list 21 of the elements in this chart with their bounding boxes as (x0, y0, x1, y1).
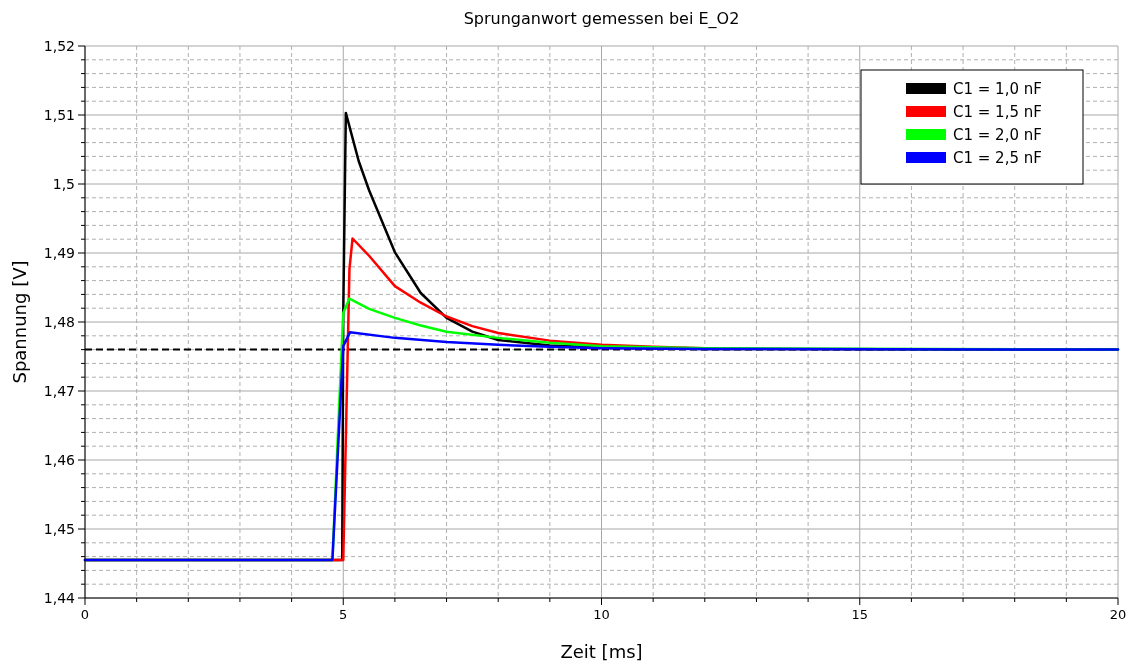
x-tick-label: 5 (339, 607, 348, 622)
legend-label: C1 = 1,0 nF (953, 80, 1042, 98)
x-axis-title: Zeit [ms] (560, 641, 643, 662)
legend-label: C1 = 2,0 nF (953, 126, 1042, 144)
y-tick-label: 1,44 (43, 590, 76, 606)
y-tick-label: 1,46 (43, 452, 76, 468)
y-tick-label: 1,5 (52, 176, 75, 192)
y-tick-label: 1,52 (43, 38, 75, 54)
y-tick-label: 1,45 (43, 521, 75, 537)
x-tick-label: 0 (80, 607, 90, 622)
chart-title: Sprunganwort gemessen bei E_O2 (463, 9, 740, 29)
legend-label: C1 = 2,5 nF (953, 149, 1042, 167)
x-tick-label: 15 (851, 607, 869, 622)
y-axis-title: Spannung [V] (9, 260, 30, 384)
y-tick-label: 1,49 (43, 245, 75, 261)
x-tick-label: 20 (1109, 607, 1127, 622)
y-tick-label: 1,47 (43, 383, 75, 399)
x-tick-label: 10 (593, 607, 610, 622)
legend-label: C1 = 1,5 nF (953, 103, 1042, 121)
y-tick-label: 1,48 (43, 314, 75, 330)
y-tick-label: 1,51 (43, 107, 75, 123)
